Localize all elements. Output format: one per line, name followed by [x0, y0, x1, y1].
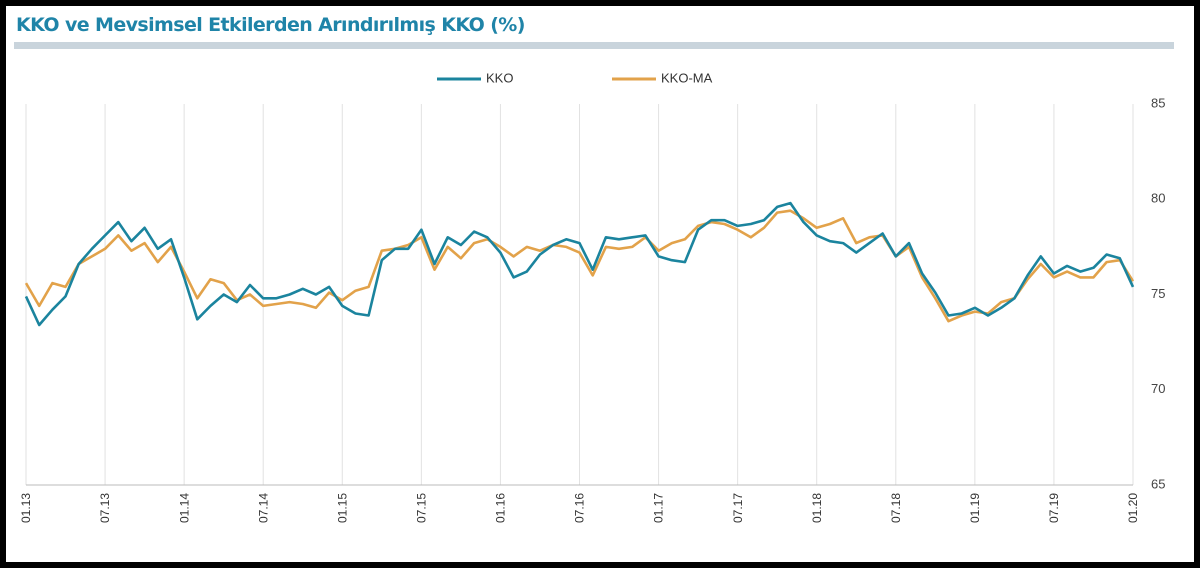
x-tick-label-01.15: 01.15	[335, 493, 349, 523]
x-tick-label-07.18: 07.18	[889, 493, 903, 523]
legend: KKO KKO-MA	[437, 70, 713, 85]
legend-label-kko-ma: KKO-MA	[661, 70, 713, 85]
x-tick-label-01.16: 01.16	[494, 493, 508, 523]
y-tick-label-80: 80	[1151, 191, 1165, 206]
x-tick-label-01.20: 01.20	[1126, 493, 1140, 523]
series-lines	[24, 201, 1135, 327]
x-tick-label-07.16: 07.16	[573, 493, 587, 523]
x-tick-label-01.14: 01.14	[177, 493, 191, 523]
x-tick-label-07.14: 07.14	[256, 493, 270, 523]
y-tick-label-85: 85	[1151, 95, 1165, 110]
x-tick-label-07.19: 07.19	[1047, 493, 1061, 523]
x-tick-label-07.13: 07.13	[98, 493, 112, 523]
y-tick-label-70: 70	[1151, 381, 1165, 396]
x-tick-label-07.17: 07.17	[731, 493, 745, 523]
x-tick-label-07.15: 07.15	[415, 493, 429, 523]
x-tick-label-01.18: 01.18	[810, 493, 824, 523]
x-axis-ticks: 01.13 07.13 01.14 07.14 01.15 07.15 01.16 07.16…	[19, 493, 1140, 523]
series-line-kko-ma	[24, 209, 1135, 323]
chart-title: KKO ve Mevsimsel Etkilerden Arındırılmış…	[16, 14, 525, 36]
chart-panel	[6, 6, 1194, 562]
x-tick-label-01.13: 01.13	[19, 493, 33, 523]
y-axis-ticks: 65 70 75 80 85	[1151, 95, 1165, 491]
y-tick-label-75: 75	[1151, 286, 1165, 301]
x-tick-label-01.19: 01.19	[968, 493, 982, 523]
title-underline	[14, 42, 1174, 49]
y-tick-label-65: 65	[1151, 476, 1165, 491]
series-line-kko	[24, 201, 1135, 327]
x-tick-label-01.17: 01.17	[652, 493, 666, 523]
legend-label-kko: KKO	[486, 70, 513, 85]
gridlines	[25, 104, 1134, 485]
